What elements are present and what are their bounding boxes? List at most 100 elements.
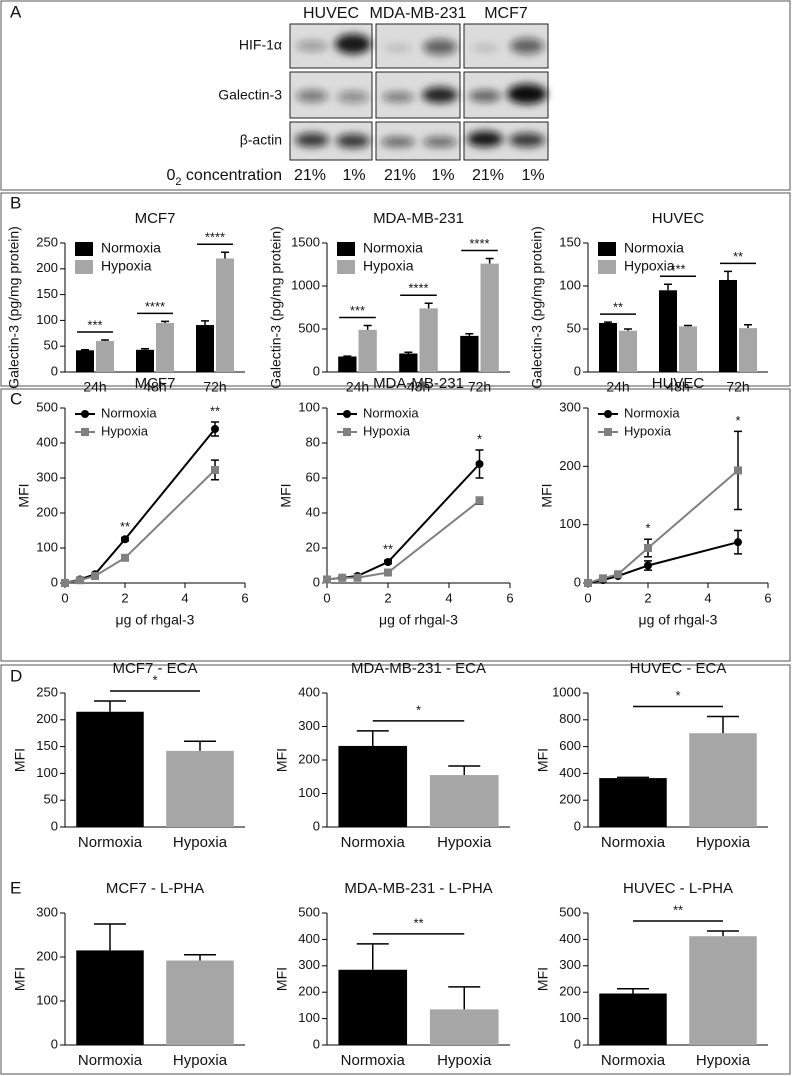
- o2-value: 1%: [342, 167, 365, 184]
- error-bar: [664, 283, 672, 291]
- legend-label: Hypoxia: [101, 258, 152, 274]
- error-bar: [404, 351, 413, 354]
- y-tick-label: 0: [574, 574, 581, 589]
- x-tick-label: Normoxia: [601, 834, 666, 851]
- significance-label: **: [613, 300, 623, 315]
- y-axis-label: MFI: [539, 483, 555, 507]
- error-bar: [94, 923, 126, 951]
- bar: [599, 993, 667, 1045]
- x-tick-label: 72h: [203, 379, 226, 395]
- y-tick-label: 100: [36, 765, 58, 780]
- western-blot: HUVEC MDA-MB-231 MCF7 HIF-1α Galectin-3 …: [166, 5, 549, 188]
- significance-label: **: [120, 519, 130, 534]
- x-tick-label: Normoxia: [341, 1052, 406, 1069]
- y-tick-label: 100: [559, 277, 581, 292]
- x-tick-label: 6: [764, 590, 771, 605]
- chart-title: HUVEC: [652, 210, 705, 227]
- y-tick-label: 1000: [552, 684, 581, 699]
- significance-label: ****: [145, 299, 165, 314]
- significance-label: **: [383, 542, 393, 557]
- chart-title: HUVEC - ECA: [630, 660, 727, 677]
- error-bar: [744, 323, 752, 329]
- bar: [136, 349, 154, 372]
- error-bar: [101, 339, 109, 342]
- bar: [659, 290, 677, 372]
- y-axis-label: Galectin-3 (pg/mg protein): [6, 226, 22, 389]
- y-tick-label: 1500: [291, 234, 320, 249]
- significance-label: *: [477, 431, 482, 446]
- x-tick-label: 2: [644, 590, 651, 605]
- bar: [166, 750, 234, 827]
- x-tick-label: 72h: [726, 379, 749, 395]
- x-tick-label: Hypoxia: [437, 834, 492, 851]
- o2-value: 21%: [384, 167, 416, 184]
- chart-title: MCF7 - L-PHA: [106, 880, 204, 897]
- y-tick-label: 500: [298, 320, 320, 335]
- legend-swatch: [598, 242, 616, 256]
- error-bar: [624, 328, 632, 331]
- error-bar: [448, 765, 481, 776]
- y-tick-label: 0: [574, 363, 581, 378]
- bar: [689, 733, 757, 827]
- legend-label: Hypoxia: [363, 423, 411, 438]
- error-bar: [448, 986, 481, 1010]
- o2-value: 1%: [521, 167, 544, 184]
- error-bar: [485, 257, 494, 264]
- error-bar: [221, 251, 229, 259]
- cell-line: MDA-MB-231: [370, 5, 467, 22]
- x-tick-label: Normoxia: [341, 834, 406, 851]
- y-tick-label: 200: [298, 751, 320, 766]
- bar: [76, 711, 144, 827]
- marker: [614, 570, 622, 579]
- significance-label: ****: [205, 230, 225, 245]
- bar: [196, 325, 214, 372]
- x-tick-label: 2: [384, 590, 391, 605]
- panel-frame: [0, 0, 791, 191]
- x-tick-label: 4: [181, 590, 188, 605]
- x-tick-label: 2: [121, 590, 128, 605]
- y-tick-label: 0: [574, 818, 581, 833]
- marker: [211, 465, 219, 474]
- y-tick-label: 400: [559, 765, 581, 780]
- y-tick-label: 300: [559, 399, 581, 414]
- significance-label: ****: [469, 236, 489, 251]
- bar: [76, 950, 144, 1045]
- y-tick-label: 0: [51, 574, 58, 589]
- chart-title: HUVEC: [652, 375, 705, 392]
- legend-label: Normoxia: [363, 240, 423, 256]
- error-bar: [424, 302, 433, 309]
- marker: [475, 460, 484, 468]
- x-axis-label: μg of rhgal-3: [116, 612, 195, 628]
- y-tick-label: 100: [298, 1010, 320, 1025]
- x-axis-label: μg of rhgal-3: [379, 612, 458, 628]
- marker: [584, 579, 592, 587]
- marker: [384, 558, 392, 566]
- marker: [353, 573, 362, 582]
- y-tick-label: 100: [36, 312, 58, 327]
- legend-label: Normoxia: [624, 405, 680, 420]
- legend-marker: [81, 428, 89, 436]
- y-tick-label: 400: [298, 684, 320, 699]
- y-axis-label: MFI: [278, 483, 294, 507]
- significance-label: ***: [87, 317, 102, 332]
- y-axis-label: MFI: [12, 748, 28, 772]
- chart-title: MCF7: [135, 210, 176, 227]
- y-tick-label: 200: [36, 260, 58, 275]
- y-axis-label: MFI: [12, 967, 28, 991]
- panel-label: D: [10, 666, 22, 685]
- marker: [121, 553, 129, 562]
- y-tick-label: 200: [559, 792, 581, 807]
- marker: [734, 466, 742, 475]
- bar: [338, 969, 408, 1045]
- x-tick-label: 0: [584, 590, 591, 605]
- y-tick-label: 500: [298, 904, 320, 919]
- chart-title: MDA-MB-231 - ECA: [351, 660, 486, 677]
- y-tick-label: 300: [298, 718, 320, 733]
- legend-swatch: [598, 260, 616, 274]
- x-tick-label: 4: [445, 590, 452, 605]
- y-tick-label: 100: [559, 1010, 581, 1025]
- y-tick-label: 800: [559, 711, 581, 726]
- y-tick-label: 100: [298, 785, 320, 800]
- x-tick-label: 0: [323, 590, 330, 605]
